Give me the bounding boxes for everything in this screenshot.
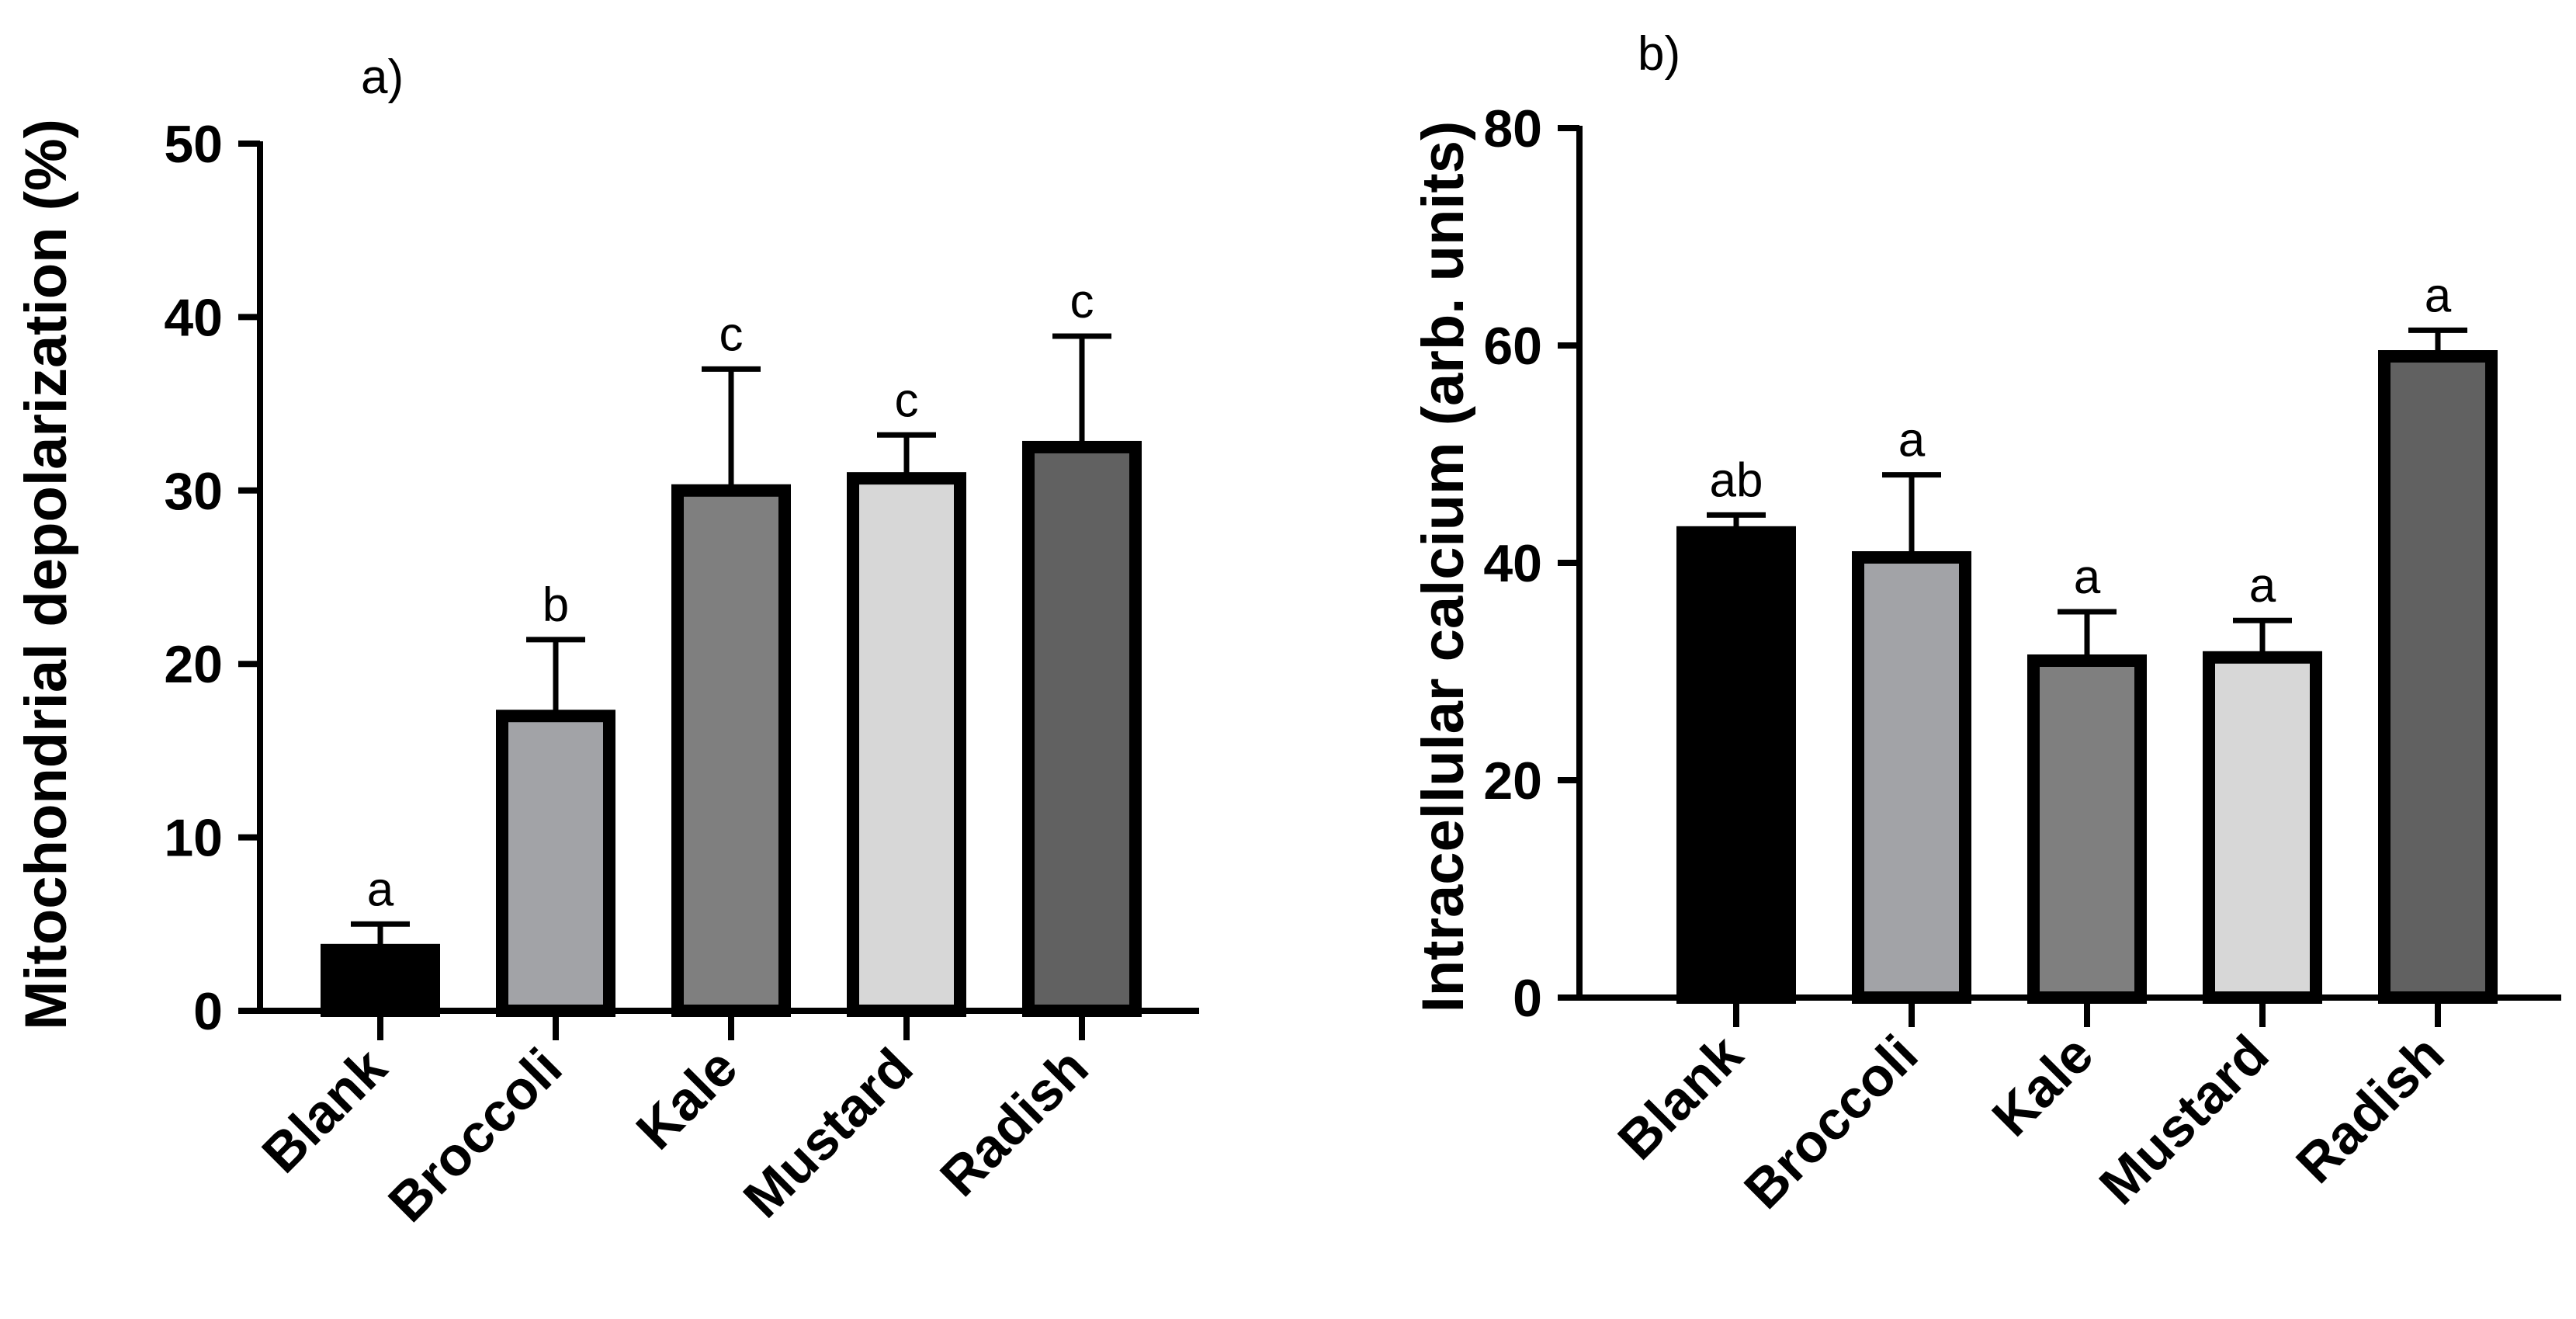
panel-b-bar-radish xyxy=(2378,350,2498,1004)
panel-b-category-label-radish: Radish xyxy=(2284,1023,2455,1194)
panel-a-label: a) xyxy=(361,50,404,104)
panel-b-significance-broccoli: a xyxy=(1898,414,1926,467)
panel-a-y-tick-label-10: 10 xyxy=(164,809,223,868)
panel-a-bar-radish xyxy=(1022,440,1142,1017)
panel-a-significance-kale: c xyxy=(719,307,744,361)
panel-a-y-tick-label-20: 20 xyxy=(164,635,223,694)
panel-b-significance-kale: a xyxy=(2074,550,2101,604)
panel-a-y-tick-label-0: 0 xyxy=(193,982,223,1041)
panel-b-y-tick-label-20: 20 xyxy=(1483,751,1542,810)
panel-b-category-label-mustard: Mustard xyxy=(2088,1023,2280,1216)
panel-a-significance-broccoli: b xyxy=(543,578,569,632)
panel-a-y-tick-label-50: 50 xyxy=(164,115,223,174)
panel-a-bar-kale xyxy=(671,484,791,1017)
panel-a-y-axis-title: Mitochondrial depolarization (%) xyxy=(13,119,79,1030)
panel-b-bar-broccoli xyxy=(1852,551,1971,1004)
panel-b-bar-mustard xyxy=(2203,651,2322,1004)
panel-b-y-tick-label-40: 40 xyxy=(1483,534,1542,593)
panel-b-significance-mustard: a xyxy=(2249,559,2276,613)
panel-b-category-label-kale: Kale xyxy=(1981,1023,2105,1147)
panel-a-bar-mustard xyxy=(847,472,966,1017)
panel-b-label: b) xyxy=(1638,27,1680,81)
panel-a-y-tick-label-40: 40 xyxy=(164,288,223,347)
panel-a-category-label-blank: Blank xyxy=(251,1036,398,1184)
panel-b-y-tick-label-80: 80 xyxy=(1483,99,1542,158)
panel-b-bar-kale xyxy=(2027,654,2147,1004)
panel-a-category-label-broccoli: Broccoli xyxy=(376,1036,573,1233)
panel-a-y-tick-label-30: 30 xyxy=(164,462,223,521)
panel-b-category-label-blank: Blank xyxy=(1607,1023,1754,1171)
panel-b-category-label-broccoli: Broccoli xyxy=(1732,1023,1929,1220)
panel-b-y-axis-title: Intracellular calcium (arb. units) xyxy=(1410,121,1476,1013)
panel-b-significance-blank: ab xyxy=(1710,453,1763,507)
panel-a-chart: a) Mitochondrial depolarization (%) 0 10 20 3… xyxy=(13,50,1199,1234)
panel-a-bar-broccoli xyxy=(496,710,615,1017)
panel-b-chart: b) Intracellular calcium (arb. units) 0 20 4… xyxy=(1410,27,2561,1220)
panel-b-bar-blank xyxy=(1676,526,1796,1004)
panel-a-bar-blank xyxy=(321,943,440,1018)
panel-a-category-label-kale: Kale xyxy=(625,1036,749,1161)
panel-a-category-label-mustard: Mustard xyxy=(732,1036,924,1229)
panel-b-significance-radish: a xyxy=(2425,269,2452,322)
panel-a-significance-radish: c xyxy=(1070,275,1094,328)
panel-a-significance-mustard: c xyxy=(895,373,919,427)
panel-a-category-label-radish: Radish xyxy=(928,1036,1099,1207)
panel-a-significance-blank: a xyxy=(367,863,394,916)
panel-b-y-tick-label-60: 60 xyxy=(1483,317,1542,376)
panel-b-y-tick-label-0: 0 xyxy=(1513,969,1542,1028)
